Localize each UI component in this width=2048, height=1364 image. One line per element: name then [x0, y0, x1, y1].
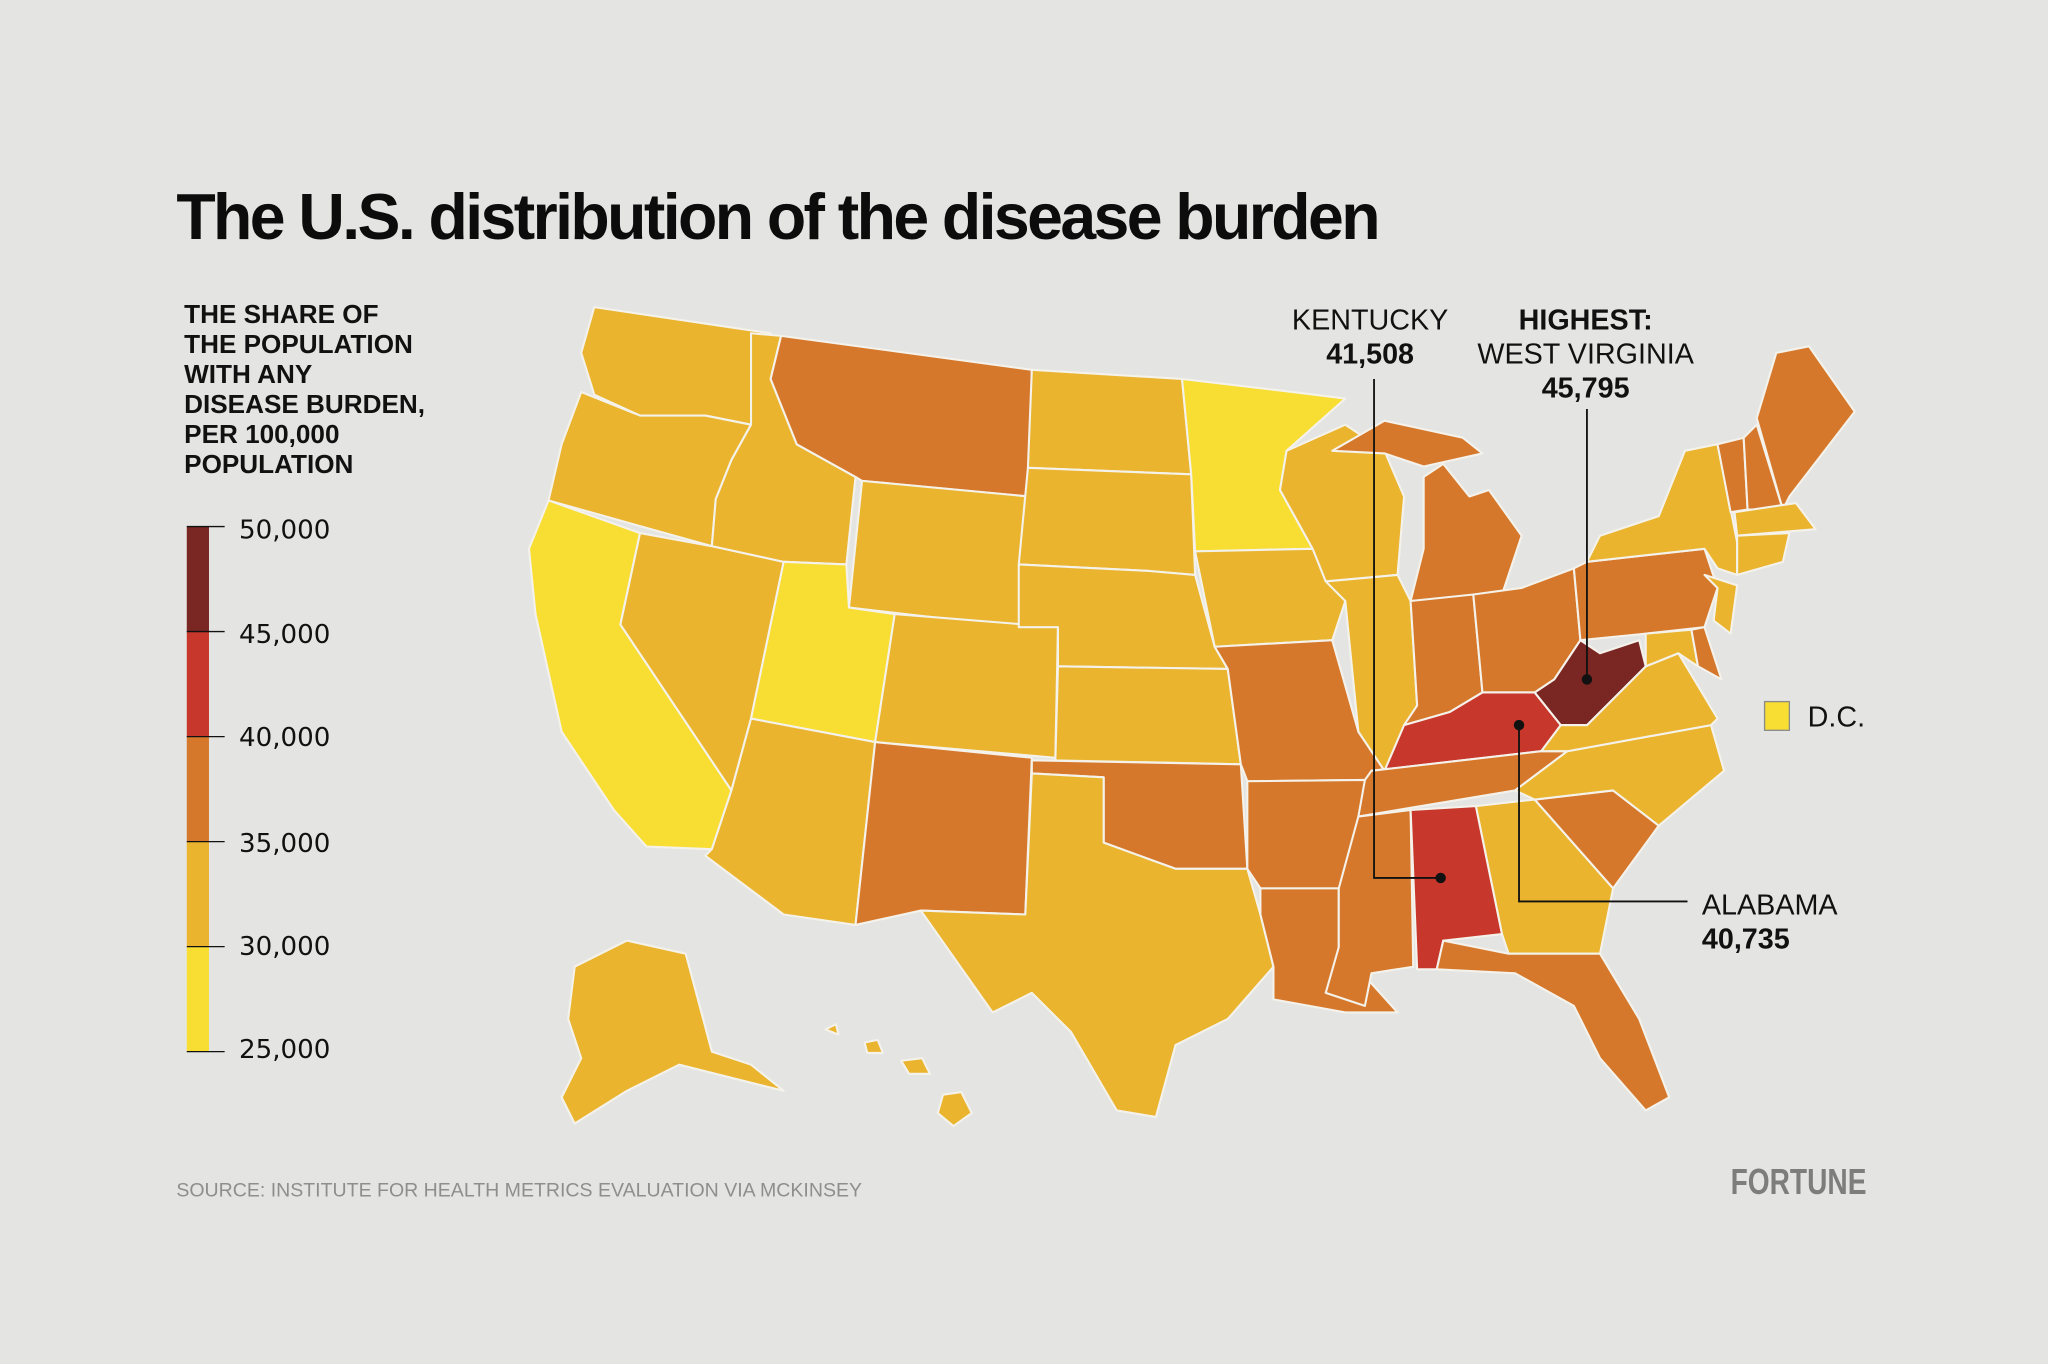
legend-title-line: THE POPULATION	[184, 329, 413, 359]
state-md	[1644, 628, 1700, 668]
legend-tick-label: 45,000	[239, 620, 330, 650]
legend-bin	[186, 736, 209, 842]
legend-tick-label: 35,000	[239, 829, 330, 859]
state-fl	[1435, 939, 1671, 1112]
state-ms	[1324, 808, 1415, 1007]
state-ma	[1733, 502, 1817, 537]
fortune-logo: FORTUNE	[1731, 1161, 1867, 1202]
legend-bin	[186, 946, 209, 1052]
state-nd	[1026, 368, 1193, 476]
legend-tick-label: 30,000	[239, 932, 330, 962]
state-de	[1690, 626, 1723, 681]
callout-value: 41,508	[1326, 338, 1414, 370]
state-ks	[1054, 665, 1242, 766]
callout-name: KENTUCKY	[1292, 304, 1448, 336]
state-pa	[1572, 547, 1719, 642]
callout-name: ALABAMA	[1702, 889, 1839, 921]
dc-key: D.C.	[1763, 700, 1865, 733]
state-mi	[1331, 419, 1484, 468]
callout-alabama: ALABAMA 40,735	[1513, 719, 1839, 955]
state-hi	[824, 1023, 840, 1036]
state-tx	[919, 772, 1275, 1118]
callout-dot	[1435, 872, 1446, 884]
us-map	[527, 306, 1856, 1128]
state-nj	[1703, 573, 1739, 635]
state-hi	[863, 1038, 884, 1054]
callout-dot	[1513, 719, 1525, 731]
callout-value: 40,735	[1702, 923, 1790, 955]
callout-prefix: HIGHEST:	[1519, 304, 1653, 336]
state-nm	[854, 741, 1033, 926]
legend-title-line: THE SHARE OF	[184, 299, 378, 329]
state-mi	[1409, 462, 1523, 603]
callout-value: 45,795	[1542, 372, 1630, 404]
legend-tick-label: 25,000	[239, 1035, 330, 1065]
legend-bin	[186, 841, 209, 947]
state-co	[874, 613, 1060, 759]
legend-title-line: WITH ANY	[184, 359, 312, 389]
legend-color-bar	[186, 525, 225, 1053]
dc-swatch	[1763, 700, 1791, 731]
state-hi	[900, 1057, 932, 1075]
page-title: The U.S. distribution of the disease bur…	[176, 180, 1378, 253]
callout-leader-line	[1373, 378, 1441, 879]
legend-title-line: DISEASE BURDEN,	[184, 389, 425, 419]
state-hi	[936, 1091, 973, 1128]
state-ct	[1736, 532, 1791, 576]
source-note: SOURCE: INSTITUTE FOR HEALTH METRICS EVA…	[176, 1180, 862, 1202]
state-sd	[1017, 466, 1197, 576]
callout-kentucky: KENTUCKY 41,508	[1292, 304, 1448, 884]
state-wy	[847, 479, 1031, 629]
legend-tick-label: 40,000	[239, 723, 330, 753]
callout-dot	[1581, 674, 1593, 685]
callout-leader-line	[1518, 725, 1688, 903]
legend-title-line: POPULATION	[184, 449, 353, 479]
callout-west-virginia: HIGHEST: WEST VIRGINIA 45,795	[1477, 304, 1695, 685]
callout-name: WEST VIRGINIA	[1477, 338, 1694, 370]
legend: THE SHARE OF THE POPULATION WITH ANY DIS…	[184, 299, 425, 1065]
legend-title-line: PER 100,000	[184, 419, 339, 449]
dc-label: D.C.	[1808, 701, 1865, 733]
legend-bin	[186, 526, 209, 632]
state-ak	[560, 939, 785, 1125]
state-ia	[1194, 547, 1347, 648]
legend-tick-label: 50,000	[239, 515, 330, 545]
legend-bin	[186, 631, 209, 737]
